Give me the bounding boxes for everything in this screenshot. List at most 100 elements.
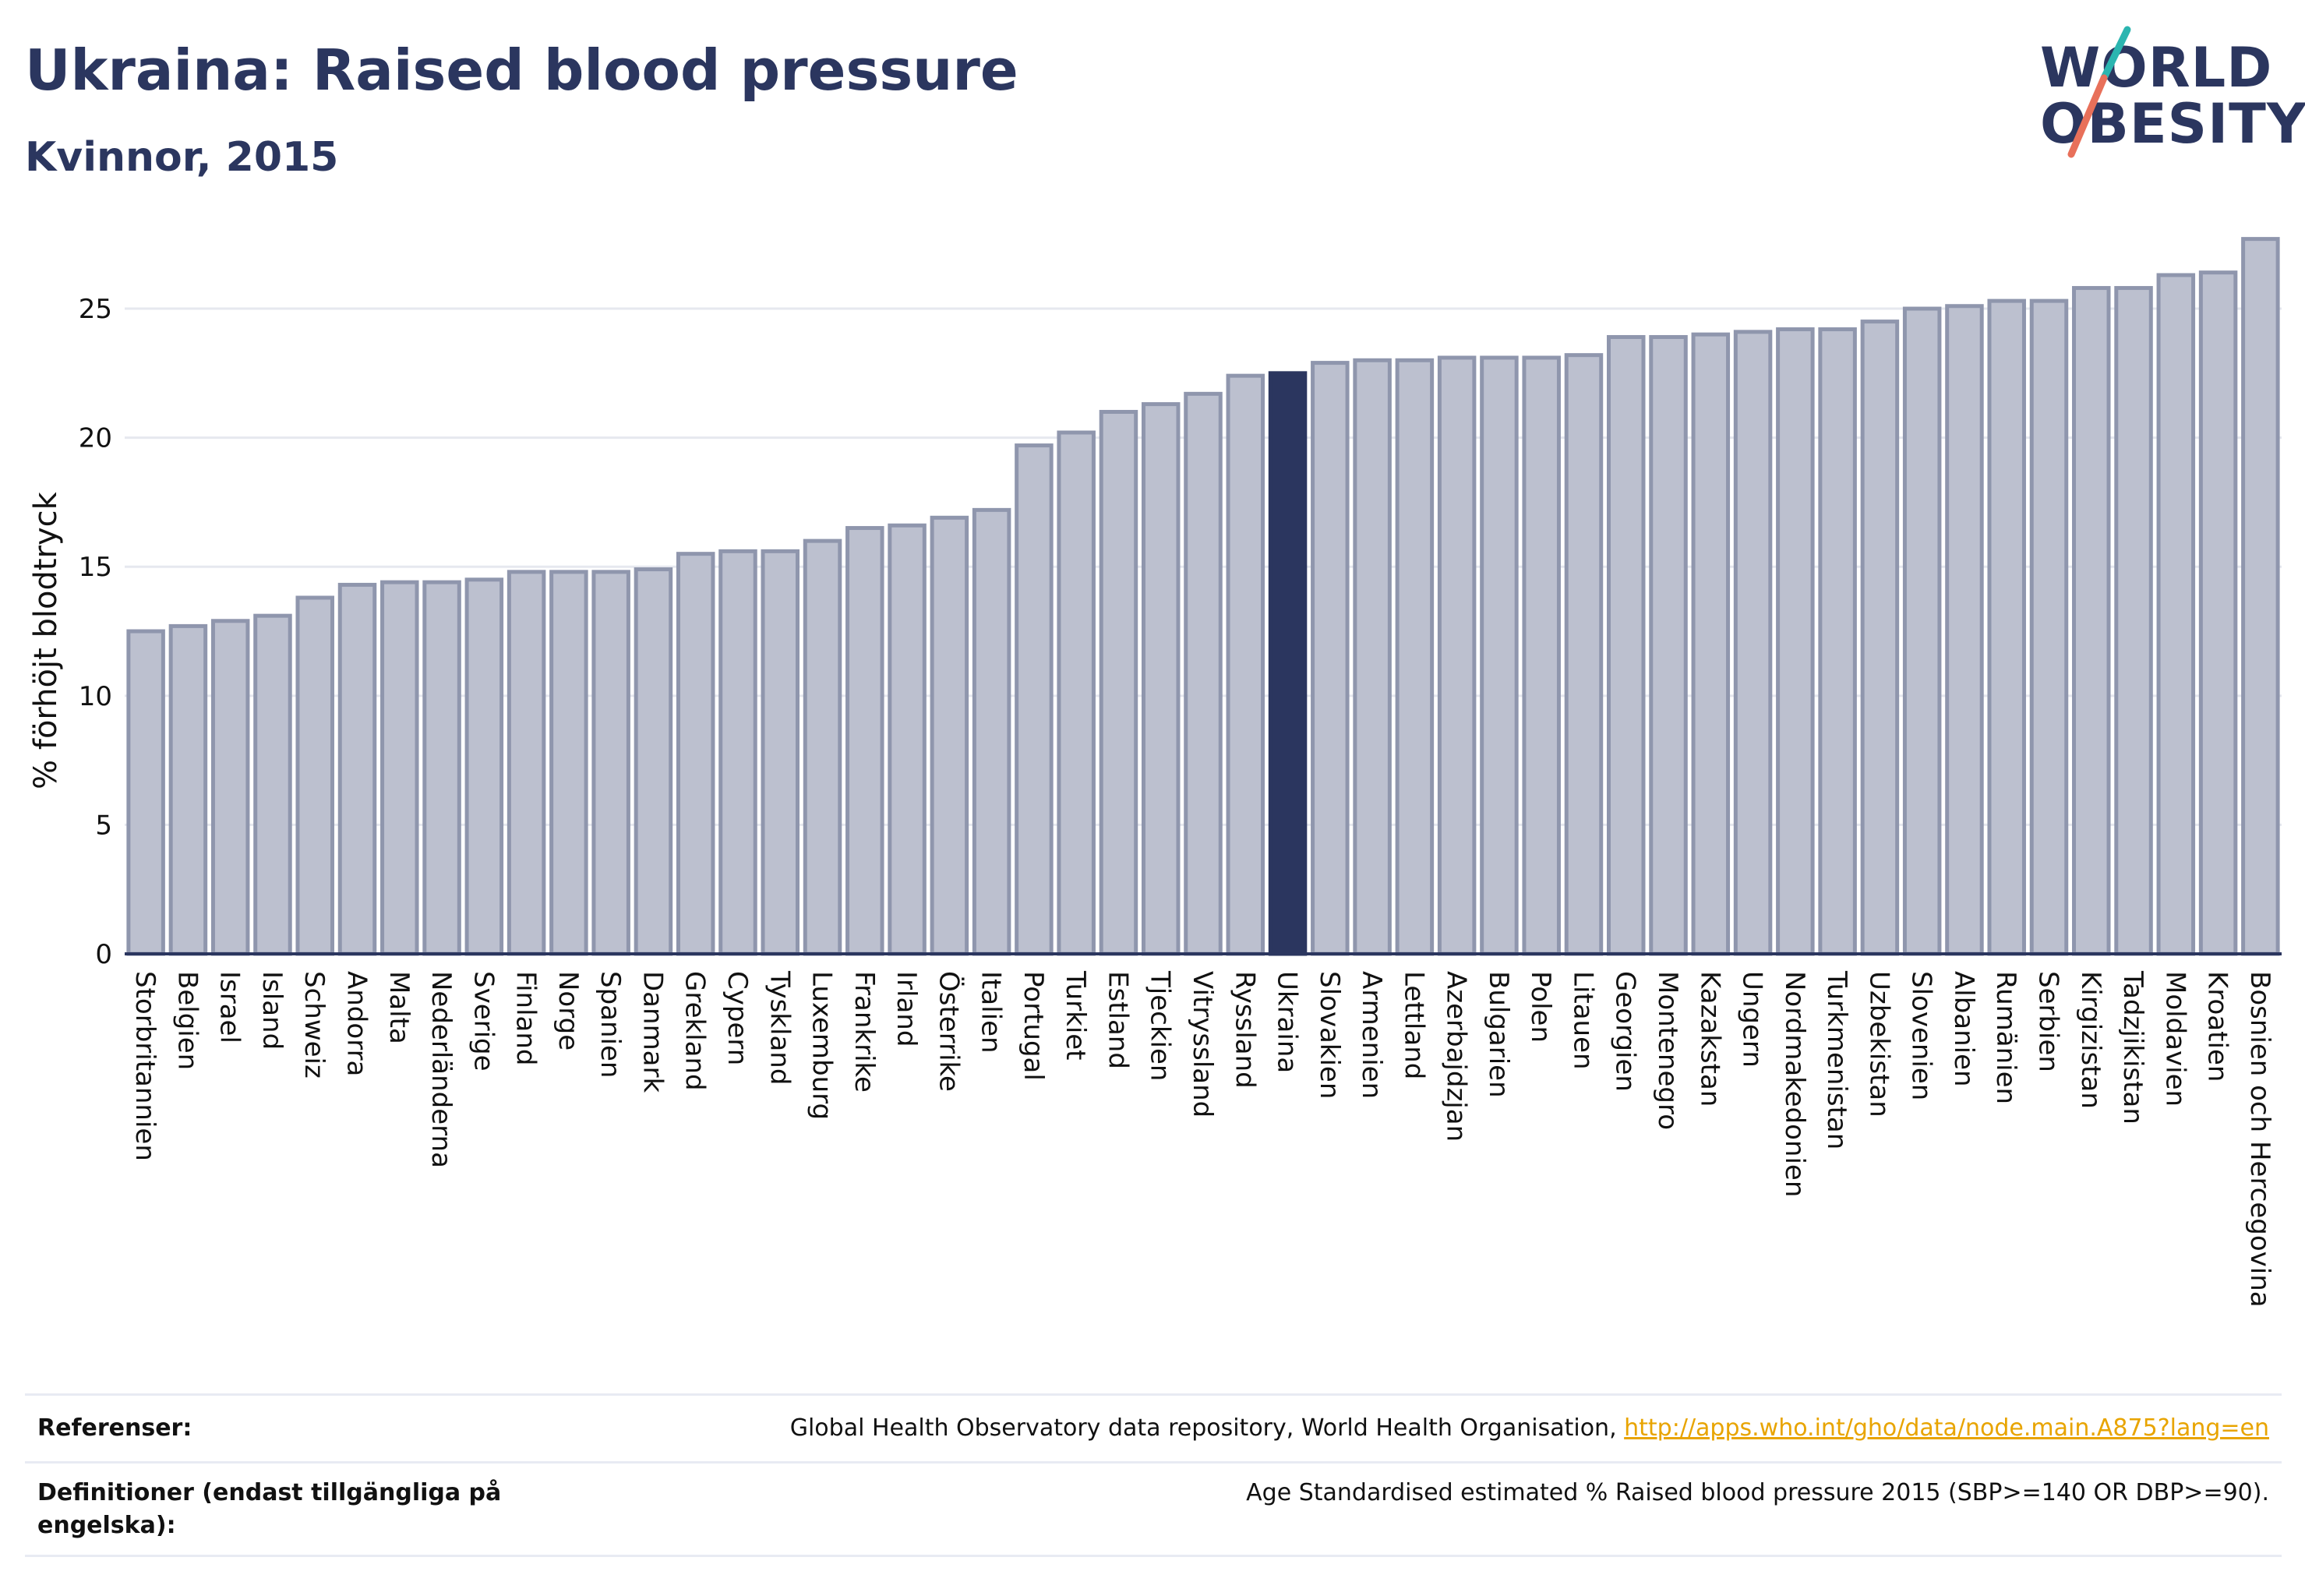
y-tick-label: 0 [95, 939, 112, 970]
x-tick-label: Portugal [1018, 971, 1049, 1081]
x-tick-label: Kirgizistan [2075, 971, 2106, 1109]
bar [1818, 327, 1857, 956]
bar [1057, 430, 1096, 956]
bar [210, 619, 250, 956]
bar [2029, 298, 2069, 956]
y-tick-label: 20 [79, 423, 112, 454]
bar [1480, 355, 1519, 956]
references-text: Global Health Observatory data repositor… [789, 1414, 1625, 1442]
references-row: Referenser: Global Health Observatory da… [25, 1393, 2282, 1464]
references-value: Global Health Observatory data repositor… [790, 1412, 2269, 1445]
x-tick-label: Grekland [679, 971, 711, 1091]
bar [1099, 410, 1138, 956]
bar [761, 549, 800, 956]
x-tick-label: Nederländerna [425, 971, 457, 1168]
bar [803, 538, 842, 956]
x-tick-label: Finland [510, 971, 542, 1066]
x-tick-label: Tadzjikistan [2117, 970, 2148, 1125]
x-tick-label: Bosnien och Hercegovina [2244, 971, 2275, 1308]
bar [126, 629, 165, 956]
x-tick-label: Cypern [722, 971, 753, 1065]
bar [549, 570, 588, 956]
definitions-value: Age Standardised estimated % Raised bloo… [1246, 1479, 2269, 1506]
y-tick-label: 10 [79, 681, 112, 712]
x-tick-label: Sverige [468, 971, 499, 1072]
x-tick-label: Slovenien [1906, 971, 1937, 1100]
bar [2114, 286, 2153, 956]
bar [1353, 358, 1392, 956]
bar [1733, 330, 1773, 956]
x-tick-label: Bulgarien [1483, 971, 1514, 1098]
y-tick-label: 25 [79, 294, 112, 325]
bar [168, 623, 208, 956]
x-tick-label: Slovakien [1314, 971, 1345, 1099]
bar [845, 526, 884, 956]
bar [1945, 304, 1984, 956]
bar [1015, 443, 1054, 956]
bar [591, 570, 630, 956]
bar [930, 515, 969, 956]
x-tick-label: Serbien [2032, 971, 2063, 1072]
x-tick-label: Israel [214, 971, 245, 1043]
x-tick-label: Uzbekistan [1863, 971, 1894, 1118]
bar [718, 549, 757, 956]
bar [380, 580, 419, 956]
bar [1860, 320, 1900, 956]
bar [422, 580, 461, 956]
bar [464, 577, 504, 956]
bar [507, 570, 546, 956]
bar [1522, 355, 1561, 956]
x-tick-label: Schweiz [298, 971, 330, 1079]
bar [1437, 355, 1477, 956]
x-tick-label: Albanien [1948, 971, 1979, 1087]
x-tick-label: Estland [1102, 971, 1133, 1069]
bar [1226, 373, 1265, 956]
x-tick-label: Luxemburg [807, 971, 838, 1120]
x-tick-label: Ukraina [1272, 971, 1303, 1073]
y-axis-label: % förhöjt blodtryck [28, 491, 64, 789]
references-link[interactable]: http://apps.who.int/gho/data/node.main.A… [1624, 1414, 2269, 1442]
x-tick-label: Österrike [933, 971, 965, 1092]
bar [2072, 286, 2111, 956]
bar [888, 523, 927, 956]
y-tick-label: 15 [79, 552, 112, 583]
references-label: Referenser: [37, 1414, 192, 1442]
x-tick-label: Georgien [1610, 971, 1641, 1092]
bar [972, 507, 1011, 956]
bar [2156, 273, 2196, 956]
bar [2241, 237, 2280, 956]
bar [1902, 306, 1942, 956]
bar [1268, 371, 1308, 956]
x-tick-label: Storbritannien [129, 971, 161, 1161]
bar [634, 567, 673, 956]
x-tick-label: Montenegro [1652, 971, 1683, 1130]
x-tick-label: Spanien [595, 971, 626, 1078]
x-tick-label: Litauen [1567, 971, 1598, 1070]
bar [1141, 402, 1181, 956]
bar [676, 552, 715, 956]
x-tick-label: Irland [891, 971, 922, 1047]
x-tick-label: Lettland [1398, 971, 1429, 1079]
bar [1395, 358, 1435, 956]
x-tick-label: Armenien [1356, 971, 1387, 1099]
x-tick-label: Island [256, 971, 288, 1050]
y-tick-label: 5 [95, 810, 112, 841]
logo-line-1: WORLD [2040, 36, 2273, 100]
definitions-label: Definitioner (endast tillgängliga på eng… [37, 1479, 502, 1539]
x-tick-label: Turkmenistan [1821, 970, 1852, 1149]
x-tick-label: Moldavien [2159, 971, 2190, 1107]
bar [1311, 361, 1350, 956]
bar [253, 613, 292, 956]
x-tick-label: Norge [552, 971, 584, 1050]
x-tick-label: Danmark [637, 971, 668, 1093]
bar [1776, 327, 1815, 956]
bar [1564, 353, 1604, 956]
x-tick-label: Malta [383, 971, 415, 1044]
bar [1987, 298, 2026, 956]
bar [337, 582, 377, 956]
logo-slash-icon [2067, 26, 2131, 158]
definitions-row: Definitioner (endast tillgängliga på eng… [25, 1461, 2282, 1557]
x-tick-label: Frankrike [849, 971, 880, 1093]
x-tick-label: Vitryssland [1187, 971, 1218, 1118]
bar [1606, 334, 1646, 956]
